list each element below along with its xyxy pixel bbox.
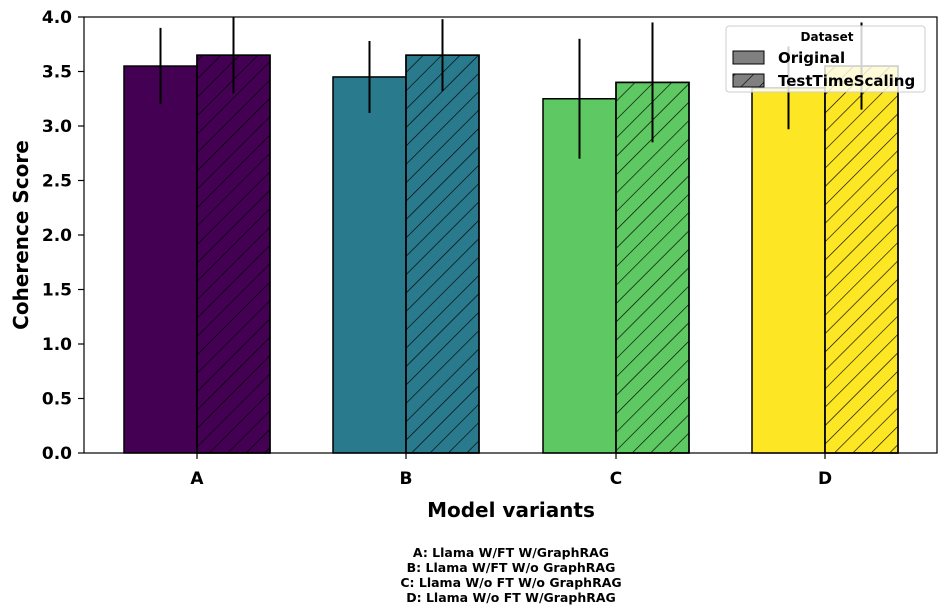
- bar-original-a: [123, 65, 198, 454]
- y-tick-label: 1.0: [42, 335, 72, 355]
- x-tick-label-d: D: [818, 469, 832, 489]
- bar-original-b: [332, 76, 407, 454]
- footnote-line-a: A: Llama W/FT W/GraphRAG: [413, 545, 609, 560]
- y-tick-label: 0.5: [42, 390, 72, 410]
- y-axis: 0.0 0.5 1.0 1.5 2.0 2.5 3.0 3.5 4.0: [42, 8, 84, 464]
- x-tick-label-c: C: [610, 469, 622, 489]
- footnote: A: Llama W/FT W/GraphRAG B: Llama W/FT W…: [400, 545, 621, 605]
- footnote-line-b: B: Llama W/FT W/o GraphRAG: [407, 560, 616, 575]
- legend-label-testtimescaling: TestTimeScaling: [778, 72, 915, 90]
- x-axis: A B C D: [190, 453, 832, 489]
- y-tick-label: 4.0: [42, 8, 72, 28]
- bar-hatch-testtimescaling-b: [405, 54, 480, 454]
- bar-hatch-testtimescaling-a: [196, 54, 271, 454]
- y-tick-label: 2.0: [42, 226, 72, 246]
- x-tick-label-a: A: [190, 469, 204, 489]
- y-tick-label: 0.0: [42, 444, 72, 464]
- footnote-line-d: D: Llama W/o FT W/GraphRAG: [406, 590, 616, 605]
- legend-title: Dataset: [801, 30, 854, 44]
- bar-hatch-testtimescaling-c: [615, 81, 690, 454]
- footnote-line-c: C: Llama W/o FT W/o GraphRAG: [400, 575, 621, 590]
- y-tick-label: 1.5: [42, 281, 72, 301]
- y-tick-label: 3.5: [42, 63, 72, 83]
- x-axis-label: Model variants: [427, 498, 595, 522]
- legend-swatch-testtimescaling-hatch: [732, 73, 765, 88]
- x-tick-label-b: B: [400, 469, 413, 489]
- legend-label-original: Original: [778, 49, 845, 67]
- y-tick-label: 2.5: [42, 172, 72, 192]
- legend: Dataset Original TestTimeScaling: [725, 25, 926, 93]
- y-tick-label: 3.0: [42, 117, 72, 137]
- legend-swatch-original: [732, 50, 765, 65]
- bar-hatch-testtimescaling-d: [824, 65, 899, 454]
- bar-original-d: [751, 87, 826, 454]
- legend-box: [725, 25, 926, 93]
- y-axis-label: Coherence Score: [9, 140, 33, 330]
- bars-layer: [123, 54, 899, 454]
